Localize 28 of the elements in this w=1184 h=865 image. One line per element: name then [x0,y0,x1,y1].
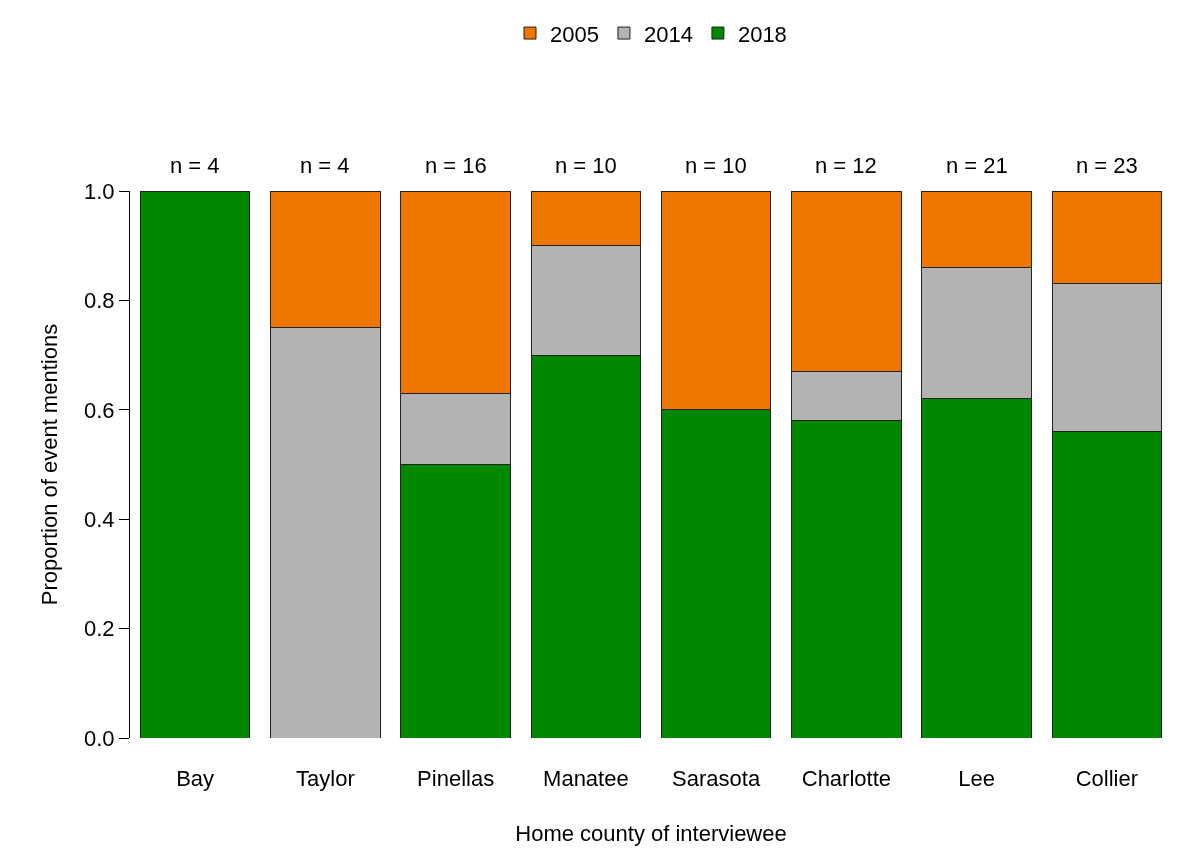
legend-label: 2014 [643,21,693,47]
x-axis-title: Home county of interviewee [515,820,787,846]
x-tick-label: Bay [176,766,215,791]
y-tick-label: 1.0 [84,178,115,204]
x-tick-label: Sarasota [672,766,761,791]
legend-label: 2005 [550,21,599,47]
text: n = 10 [555,153,617,178]
text: n = 4 [170,153,220,178]
x-tick-label: Charlotte [801,766,892,791]
x-tick-label: Collier [1075,766,1139,791]
text: n = 12 [815,153,877,178]
y-tick-label: 0.4 [84,506,115,532]
text: n = 21 [946,153,1008,178]
text: n = 23 [1076,153,1138,178]
x-tick-label: Lee [958,766,995,791]
x-tick-label: Pinellas [417,766,495,791]
x-tick-label: Manatee [543,766,629,791]
y-axis-title: Proportion of event mentions [36,323,62,606]
bar [139,191,251,738]
text: n = 10 [685,153,747,178]
text: n = 4 [300,153,350,178]
y-tick-label: 0.0 [84,725,115,751]
x-tick-label: Taylor [296,766,355,791]
y-tick-label: 0.8 [84,288,115,314]
text: n = 16 [425,153,487,178]
y-tick-label: 0.6 [84,397,115,423]
legend-label: 2018 [737,21,787,47]
y-tick-label: 0.2 [84,616,115,642]
